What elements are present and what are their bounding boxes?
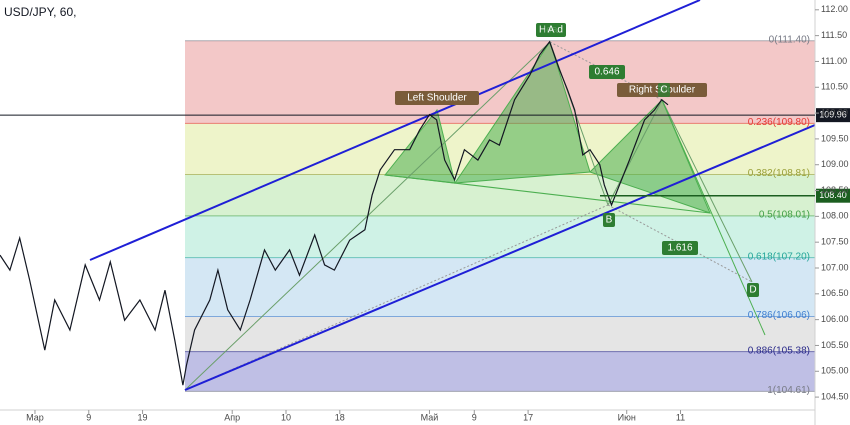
y-tick-label: 111.00 [821,56,847,66]
pattern-shapes [0,0,816,391]
x-tick-label: Апр [224,412,240,422]
price-badge-label: 109.96 [819,110,847,120]
x-tick-label: Май [421,412,439,422]
x-tick-label: 10 [281,412,291,422]
y-tick-label: 111.50 [821,30,847,40]
x-tick-label: 17 [523,412,533,422]
x-tick-label: Июн [618,412,636,422]
annotation-box [603,213,615,227]
fib-bands: 0(111.40) 0.236(109.80) 0.382(108.81) 0.5(1… [185,34,815,396]
price-badge [816,188,850,203]
head-shape [454,40,591,184]
fib-label: 0.382(108.81) [748,168,810,179]
annotation: 1.616 [667,243,692,254]
y-tick-label: 105.50 [821,340,849,350]
x-tick-label: Мар [26,412,44,422]
annotation: A [548,25,555,36]
fib-label: 0.236(109.80) [748,117,810,128]
annotation: C [660,85,667,96]
annotation-box [662,241,698,255]
y-tick-label: 108.50 [821,185,849,195]
y-tick-label: 107.00 [821,262,849,272]
channel-upper [89,0,701,261]
x-tick-label: 19 [138,412,148,422]
annotation: Left Shoulder [407,93,467,104]
fib-band [185,40,815,124]
y-tick-label: 108.00 [821,211,849,221]
x-tick-label: 9 [86,412,91,422]
annotation: 0.646 [594,67,619,78]
annotation-box [747,283,759,297]
y-tick-label: 112.00 [821,4,848,14]
y-tick-label: 106.50 [821,288,849,298]
chart-title: USD/JPY, 60, [4,5,76,19]
annotation-box [395,91,479,105]
x-tick-label: 18 [335,412,345,422]
y-tick-label: 106.00 [821,314,849,324]
annotation: B [606,215,613,226]
right-shoulder-shape [589,99,711,214]
time-axis [0,410,850,425]
x-tick-label: 11 [676,412,685,422]
price-line [0,40,669,386]
fib-label: 0.786(106.06) [748,310,810,321]
fib-label: 0.5(108.01) [759,209,810,220]
annotation-box [545,23,557,37]
xb-line [184,204,609,391]
channel-lower [184,124,816,391]
price-axis [815,0,850,425]
fib-band [185,257,815,317]
x-tick-label: 9 [472,412,477,422]
fib-band [185,351,815,392]
fib-label: 0(111.40) [769,34,810,45]
price-badge [816,108,850,123]
y-tick-label: 104.50 [821,391,849,401]
annotation-box [589,65,625,79]
fib-label: 0.618(107.20) [748,251,810,262]
y-tick-label: 109.00 [821,159,849,169]
y-tick-label: 107.50 [821,237,849,247]
annotation: D [749,285,756,296]
y-tick-label: 110.00 [821,107,848,117]
fib-band [185,316,815,352]
fib-label: 1(104.61) [767,385,810,396]
y-tick-label: 110.50 [821,82,848,92]
y-tick-label: 109.50 [821,133,849,143]
price-badge-label: 108.40 [819,190,847,200]
fib-band [185,215,815,258]
y-tick-label: 105.00 [821,366,849,376]
annotation-box [658,83,670,97]
fib-label: 0.886(105.38) [748,345,810,356]
